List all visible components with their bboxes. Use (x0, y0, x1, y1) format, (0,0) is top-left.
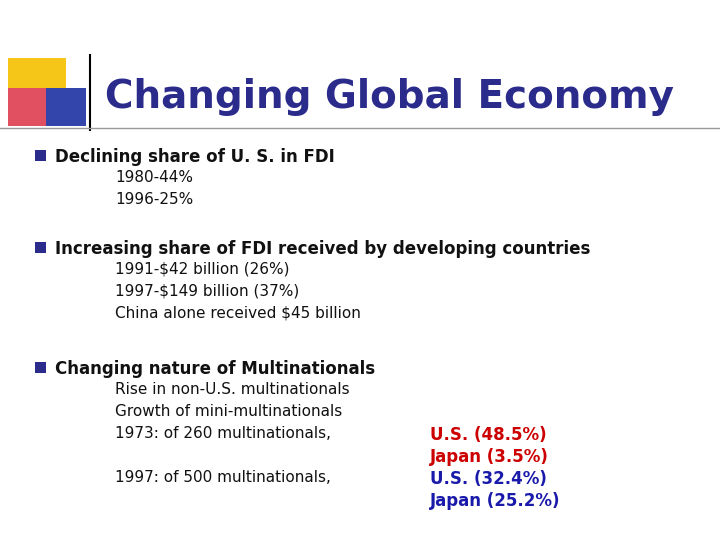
Text: 1991-$42 billion (26%): 1991-$42 billion (26%) (115, 262, 289, 277)
Text: Changing Global Economy: Changing Global Economy (105, 78, 674, 116)
Text: China alone received $45 billion: China alone received $45 billion (115, 306, 361, 321)
Bar (8, 58, 66, 110)
Text: 1997-$149 billion (37%): 1997-$149 billion (37%) (115, 284, 300, 299)
Text: U.S. (32.4%): U.S. (32.4%) (430, 470, 547, 488)
Text: 1996-25%: 1996-25% (115, 192, 193, 207)
Text: 1997: of 500 multinationals,: 1997: of 500 multinationals, (115, 470, 331, 485)
Text: Japan (3.5%): Japan (3.5%) (430, 448, 549, 466)
Bar (8, 88, 54, 126)
Text: Declining share of U. S. in FDI: Declining share of U. S. in FDI (55, 148, 335, 166)
Text: Increasing share of FDI received by developing countries: Increasing share of FDI received by deve… (55, 240, 590, 258)
Text: Rise in non-U.S. multinationals: Rise in non-U.S. multinationals (115, 382, 350, 397)
Bar (35, 150, 46, 161)
Text: 1973: of 260 multinationals,: 1973: of 260 multinationals, (115, 426, 331, 441)
Text: Growth of mini-multinationals: Growth of mini-multinationals (115, 404, 342, 419)
Text: Japan (25.2%): Japan (25.2%) (430, 492, 560, 510)
Text: Changing nature of Multinationals: Changing nature of Multinationals (55, 360, 375, 378)
Text: 1980-44%: 1980-44% (115, 170, 193, 185)
Bar (46, 88, 86, 126)
Bar (35, 242, 46, 253)
Bar (35, 362, 46, 373)
Text: U.S. (48.5%): U.S. (48.5%) (430, 426, 546, 444)
